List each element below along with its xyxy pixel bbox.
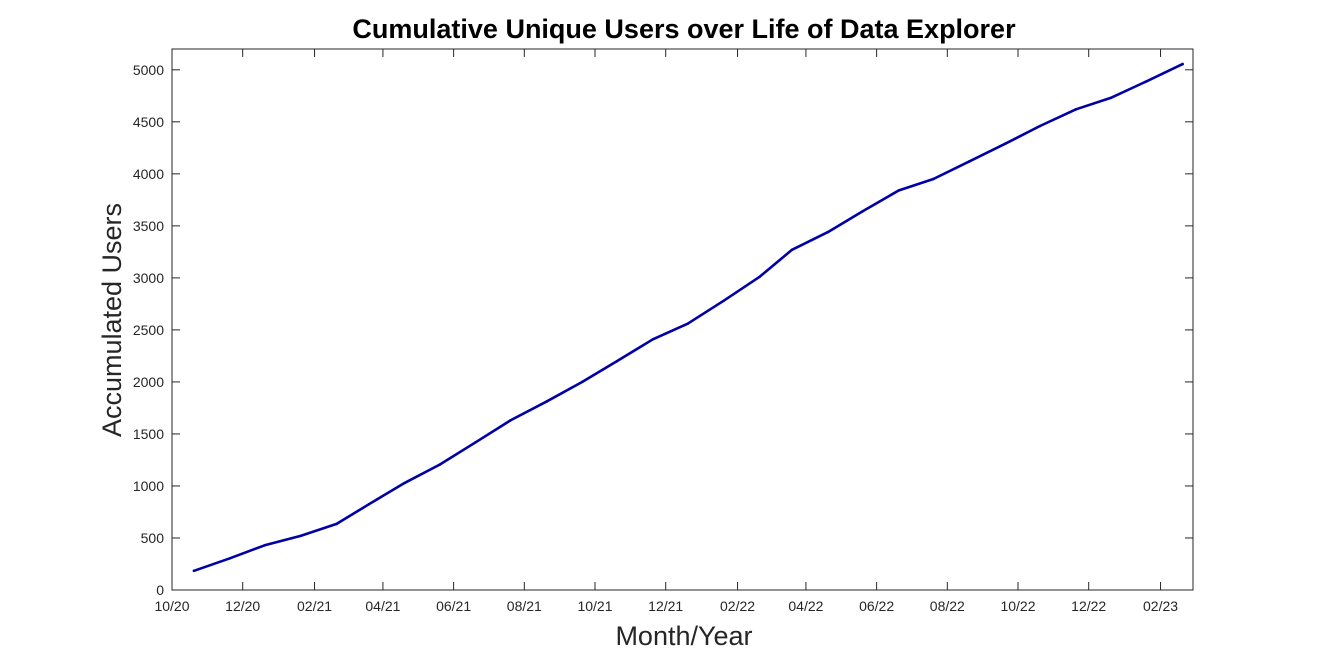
y-tick-label: 4500 bbox=[133, 114, 164, 130]
x-tick-label: 12/20 bbox=[225, 598, 260, 614]
data-point bbox=[651, 337, 655, 341]
data-point bbox=[968, 160, 971, 163]
data-point bbox=[545, 400, 548, 403]
y-tick-label: 0 bbox=[156, 582, 164, 598]
y-tick-label: 1000 bbox=[133, 478, 164, 494]
x-tick-label: 02/21 bbox=[297, 598, 332, 614]
data-point bbox=[1109, 96, 1113, 100]
data-point bbox=[228, 556, 232, 560]
data-point bbox=[192, 569, 196, 573]
series-line bbox=[192, 62, 1184, 573]
x-tick-label: 10/20 bbox=[154, 598, 189, 614]
data-point bbox=[263, 543, 267, 547]
data-point bbox=[615, 359, 619, 363]
data-point bbox=[509, 419, 512, 422]
data-point bbox=[686, 322, 690, 325]
x-tick-label: 12/21 bbox=[648, 598, 683, 614]
x-axis-label: Month/Year bbox=[615, 621, 752, 651]
y-tick-label: 1500 bbox=[133, 426, 164, 442]
y-axis-label: Accumulated Users bbox=[97, 203, 127, 437]
data-point bbox=[438, 463, 442, 466]
y-tick-label: 3000 bbox=[133, 270, 164, 286]
x-tick-label: 04/22 bbox=[788, 598, 823, 614]
chart-title: Cumulative Unique Users over Life of Dat… bbox=[352, 14, 1016, 44]
x-tick-label: 08/21 bbox=[507, 598, 542, 614]
data-point bbox=[790, 248, 794, 252]
data-point bbox=[826, 230, 830, 234]
data-point bbox=[897, 189, 900, 192]
x-tick-label: 02/22 bbox=[720, 598, 755, 614]
x-tick-label: 04/21 bbox=[365, 598, 400, 614]
x-tick-label: 06/22 bbox=[859, 598, 894, 614]
y-tick-label: 4000 bbox=[133, 166, 164, 182]
data-point bbox=[1038, 124, 1042, 128]
data-point bbox=[861, 210, 865, 213]
data-point bbox=[299, 534, 302, 538]
data-point bbox=[335, 522, 338, 526]
x-tick-label: 10/21 bbox=[577, 598, 612, 614]
data-point bbox=[1003, 142, 1007, 145]
x-tick-label: 06/21 bbox=[436, 598, 471, 614]
y-tick-label: 2000 bbox=[133, 374, 164, 390]
axes-box bbox=[171, 48, 1194, 591]
data-point bbox=[474, 440, 477, 444]
plot-area: 0 500 1000 1500 2000 2500 3000 3500 4000 4500 5000… bbox=[133, 48, 1194, 614]
data-point bbox=[758, 275, 761, 279]
x-tick-label: 08/22 bbox=[930, 598, 965, 614]
data-point bbox=[1074, 108, 1078, 111]
data-point bbox=[403, 481, 407, 485]
data-point bbox=[1181, 62, 1184, 66]
y-tick-label: 3500 bbox=[133, 218, 164, 234]
x-tick-label: 10/22 bbox=[1000, 598, 1035, 614]
data-point bbox=[580, 380, 584, 384]
data-point bbox=[932, 177, 935, 181]
data-point bbox=[367, 502, 371, 506]
y-tick-label: 500 bbox=[141, 530, 165, 546]
y-tick-label: 5000 bbox=[133, 62, 164, 78]
y-tick-label: 2500 bbox=[133, 322, 164, 338]
x-tick-label: 12/22 bbox=[1071, 598, 1106, 614]
x-tick-label: 02/23 bbox=[1143, 598, 1178, 614]
data-point bbox=[722, 299, 725, 303]
data-point bbox=[1145, 79, 1148, 83]
